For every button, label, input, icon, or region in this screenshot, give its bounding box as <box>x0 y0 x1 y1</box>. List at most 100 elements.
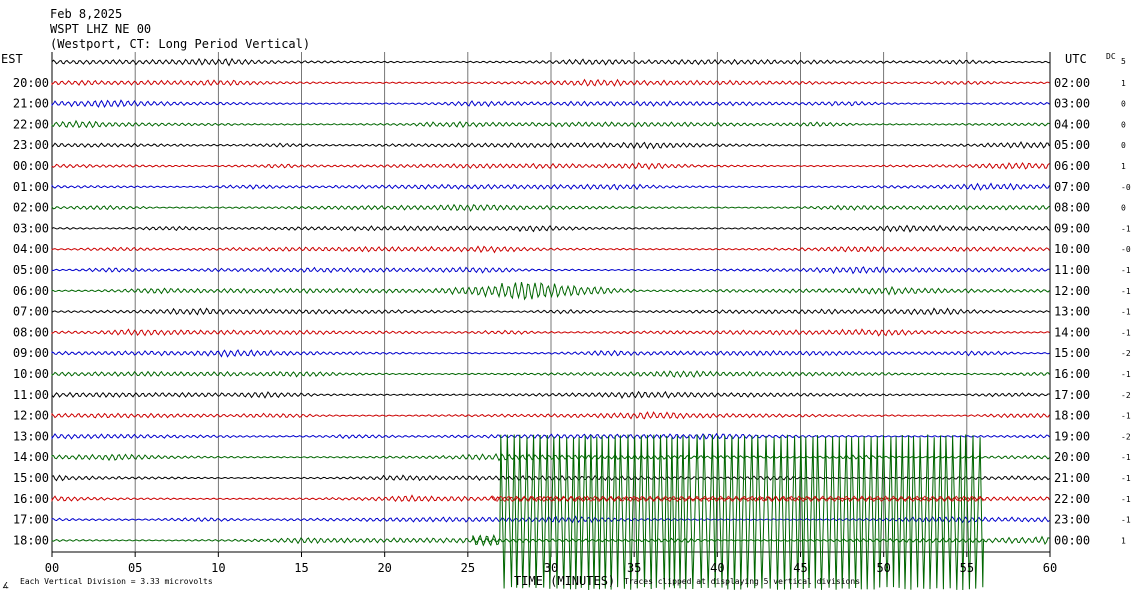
x-tick-label: 40 <box>710 561 724 575</box>
utc-label: 22:00 <box>1054 492 1090 506</box>
dc-value: -1 <box>1121 266 1131 275</box>
dc-value: -1 <box>1121 495 1131 504</box>
est-label: 15:00 <box>13 471 49 485</box>
header-station: WSPT LHZ NE 00 <box>50 22 151 36</box>
est-label: 05:00 <box>13 263 49 277</box>
x-tick-label: 50 <box>876 561 890 575</box>
dc-value: -2 <box>1121 349 1131 358</box>
event-waveforms <box>472 434 984 591</box>
dc-value: 1 <box>1121 79 1126 88</box>
dc-value: 0 <box>1121 141 1126 150</box>
utc-label: 11:00 <box>1054 263 1090 277</box>
x-tick-label: 35 <box>627 561 641 575</box>
utc-label: 16:00 <box>1054 367 1090 381</box>
dc-column-title: DC <box>1106 52 1116 61</box>
trace-row-15 <box>51 370 1050 378</box>
est-label: 12:00 <box>13 409 49 423</box>
est-label: 17:00 <box>13 513 49 527</box>
header-date: Feb 8,2025 <box>50 7 122 21</box>
trace-row-16 <box>51 390 1050 399</box>
utc-label: 12:00 <box>1054 284 1090 298</box>
est-label: 01:00 <box>13 180 49 194</box>
utc-label: 07:00 <box>1054 180 1090 194</box>
trace-row-23 <box>51 535 1050 546</box>
dc-value: -1 <box>1121 453 1131 462</box>
utc-label: 18:00 <box>1054 409 1090 423</box>
trace-row-3 <box>51 119 1050 129</box>
trace-row-1 <box>51 78 1050 87</box>
trace-row-17 <box>51 411 1050 420</box>
est-label: 09:00 <box>13 346 49 360</box>
est-label: 08:00 <box>13 325 49 339</box>
x-tick-label: 05 <box>128 561 142 575</box>
utc-label: 17:00 <box>1054 388 1090 402</box>
utc-label: 04:00 <box>1054 117 1090 131</box>
utc-label: 14:00 <box>1054 325 1090 339</box>
dc-value: 0 <box>1121 204 1126 213</box>
utc-label: 05:00 <box>1054 138 1090 152</box>
x-axis-title: TIME (MINUTES) <box>514 574 615 588</box>
dc-value: -1 <box>1121 224 1131 233</box>
est-label: 18:00 <box>13 533 49 547</box>
est-label: 22:00 <box>13 117 49 131</box>
x-tick-label: 30 <box>544 561 558 575</box>
dc-value: -1 <box>1121 308 1131 317</box>
clipped-event-waveform <box>472 434 984 591</box>
trace-row-11 <box>51 281 1050 301</box>
trace-row-12 <box>51 307 1050 316</box>
dc-value: -1 <box>1121 328 1131 337</box>
est-label: 00:00 <box>13 159 49 173</box>
trace-row-7 <box>51 203 1050 212</box>
est-label: 11:00 <box>13 388 49 402</box>
utc-axis-title: UTC <box>1065 52 1087 66</box>
x-tick-label: 25 <box>461 561 475 575</box>
x-tick-label: 45 <box>793 561 807 575</box>
est-label: 20:00 <box>13 76 49 90</box>
est-label: 03:00 <box>13 221 49 235</box>
utc-label: 21:00 <box>1054 471 1090 485</box>
x-tick-label: 20 <box>377 561 391 575</box>
utc-label: 10:00 <box>1054 242 1090 256</box>
trace-row-2 <box>51 99 1050 108</box>
utc-label: 06:00 <box>1054 159 1090 173</box>
est-label: 06:00 <box>13 284 49 298</box>
scale-mark: ∡ <box>2 581 9 590</box>
x-tick-label: 60 <box>1043 561 1057 575</box>
clip-note: Traces clipped at displaying 5 vertical … <box>624 577 860 586</box>
utc-label: 20:00 <box>1054 450 1090 464</box>
dc-value: -2 <box>1121 432 1131 441</box>
x-tick-label: 10 <box>211 561 225 575</box>
x-tick-label: 55 <box>960 561 974 575</box>
trace-row-8 <box>51 224 1050 233</box>
dc-value: 0 <box>1121 100 1126 109</box>
utc-label: 08:00 <box>1054 201 1090 215</box>
dc-value: -1 <box>1121 370 1131 379</box>
dc-value: -1 <box>1121 412 1131 421</box>
dc-value: -0 <box>1121 245 1131 254</box>
x-tick-label: 15 <box>294 561 308 575</box>
est-axis-title: EST <box>1 52 23 66</box>
trace-row-22 <box>51 515 1050 524</box>
trace-row-21 <box>51 494 1050 503</box>
dc-value: -1 <box>1121 516 1131 525</box>
utc-label: 00:00 <box>1054 533 1090 547</box>
est-label: 16:00 <box>13 492 49 506</box>
grid-lines <box>51 52 1051 557</box>
est-label: 07:00 <box>13 305 49 319</box>
dc-value: 0 <box>1121 120 1126 129</box>
dc-value: -2 <box>1121 391 1131 400</box>
trace-row-4 <box>51 141 1050 150</box>
trace-row-5 <box>51 162 1050 171</box>
x-tick-label: 00 <box>45 561 59 575</box>
utc-label: 02:00 <box>1054 76 1090 90</box>
utc-label: 19:00 <box>1054 429 1090 443</box>
trace-row-20 <box>51 474 1050 482</box>
dc-value: 5 <box>1121 57 1126 66</box>
trace-row-0 <box>51 57 1050 67</box>
trace-row-9 <box>51 245 1050 254</box>
dc-value: -1 <box>1121 474 1131 483</box>
est-label: 02:00 <box>13 201 49 215</box>
